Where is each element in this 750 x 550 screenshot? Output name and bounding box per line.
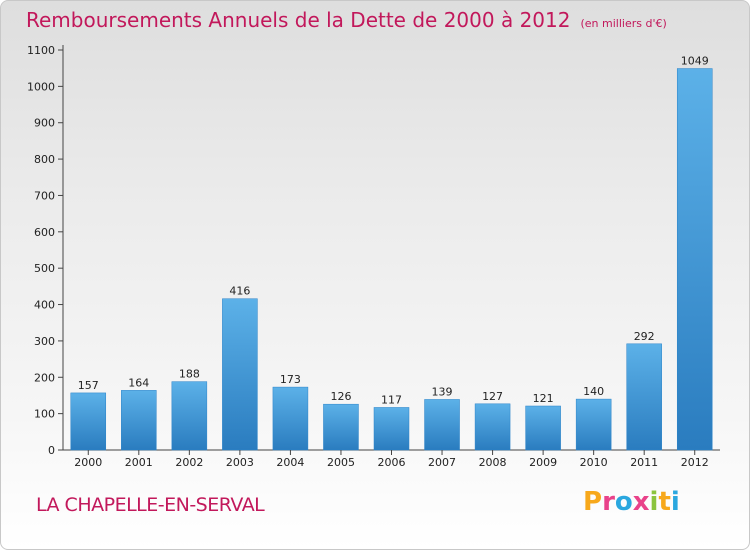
bar	[272, 386, 309, 451]
x-tick-label: 2012	[681, 456, 709, 469]
data-label: 121	[533, 392, 554, 405]
x-tick-label: 2002	[175, 456, 203, 469]
data-label: 117	[381, 393, 402, 406]
bar	[676, 68, 713, 451]
logo-letter: t	[658, 487, 671, 517]
bar	[323, 403, 359, 451]
y-tick-label: 1000	[27, 80, 55, 93]
y-tick-label: 700	[34, 189, 55, 202]
bar	[121, 390, 157, 451]
bar	[171, 381, 208, 451]
logo-letter: r	[602, 487, 615, 517]
data-label: 126	[330, 390, 351, 403]
data-label: 157	[78, 379, 99, 392]
logo-letter: x	[632, 487, 650, 517]
logo-letter: o	[614, 487, 633, 517]
y-tick-label: 900	[34, 117, 55, 130]
data-label: 173	[280, 373, 301, 386]
data-label: 292	[634, 330, 655, 343]
logo-letter: i	[649, 487, 659, 517]
bar	[70, 392, 107, 451]
bar	[626, 343, 662, 451]
x-tick-label: 2006	[378, 456, 406, 469]
bar	[575, 398, 612, 451]
y-tick-label: 500	[34, 262, 55, 275]
logo-letter: i	[670, 487, 680, 517]
data-label: 416	[229, 285, 250, 298]
bar	[474, 403, 511, 451]
x-tick-label: 2011	[630, 456, 658, 469]
chart-unit-label: (en milliers d'€)	[580, 17, 667, 30]
data-label: 140	[583, 385, 604, 398]
x-tick-label: 2004	[276, 456, 304, 469]
data-label: 1049	[681, 55, 709, 68]
y-tick-label: 400	[34, 299, 55, 312]
bar	[222, 298, 258, 451]
data-label: 127	[482, 390, 503, 403]
x-tick-label: 2001	[125, 456, 153, 469]
place-name: LA CHAPELLE-EN-SERVAL	[36, 494, 265, 516]
chart-title: Remboursements Annuels de la Dette de 20…	[26, 8, 667, 32]
chart-title-text: Remboursements Annuels de la Dette de 20…	[26, 8, 571, 32]
x-tick-label: 2008	[479, 456, 507, 469]
x-tick-label: 2009	[529, 456, 557, 469]
y-tick-label: 300	[34, 335, 55, 348]
y-tick-label: 0	[48, 444, 55, 457]
y-tick-label: 600	[34, 226, 55, 239]
x-tick-label: 2010	[580, 456, 608, 469]
proxiti-logo: Proxiti	[583, 487, 680, 517]
x-tick-label: 2005	[327, 456, 355, 469]
data-label: 164	[128, 376, 149, 389]
y-tick-label: 1100	[27, 44, 55, 57]
logo-letter: P	[583, 487, 603, 517]
bar	[525, 405, 561, 451]
x-tick-label: 2003	[226, 456, 254, 469]
y-tick-label: 100	[34, 408, 55, 421]
bar	[373, 407, 410, 451]
y-tick-label: 800	[34, 153, 55, 166]
x-tick-label: 2000	[74, 456, 102, 469]
y-tick-label: 200	[34, 371, 55, 384]
data-label: 139	[432, 385, 453, 398]
x-tick-label: 2007	[428, 456, 456, 469]
data-label: 188	[179, 368, 200, 381]
bar	[424, 399, 460, 451]
